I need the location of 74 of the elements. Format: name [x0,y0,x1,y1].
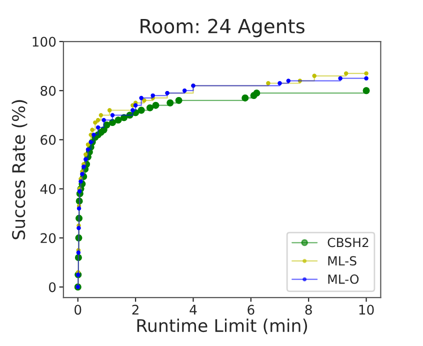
point [175,96,182,104]
point [338,76,342,80]
x-tick-label: 6 [248,304,254,315]
point [76,226,81,230]
point [152,102,160,109]
point [78,179,83,184]
point [76,250,81,255]
point [98,113,104,118]
y-tick-label: 60 [40,134,56,145]
x-axis-title: Runtime Limit (min) [137,318,308,334]
point [362,87,370,94]
point [92,132,96,137]
point [133,103,138,108]
point [150,93,155,98]
point [88,140,93,144]
point [364,71,368,76]
y-axis-title: Succes Rate (%) [12,100,28,240]
point [84,152,88,157]
point [96,125,100,130]
point [126,112,134,119]
point [80,172,84,176]
legend-label: ML-S [328,256,356,266]
x-tick-label: 0 [74,304,82,315]
point [82,164,86,169]
point [138,106,145,114]
point [130,108,135,112]
point [86,142,90,147]
point [102,118,106,122]
point [242,94,249,102]
x-tick-label: 4 [190,304,197,315]
point [88,132,93,137]
point [84,157,88,162]
point [93,120,98,125]
y-tick-label: 0 [48,282,56,292]
point [109,119,116,126]
y-tick-label: 100 [32,36,56,47]
point [364,76,368,80]
point [96,118,100,122]
point [110,113,115,118]
y-tick-label: 80 [40,86,56,96]
point [266,81,270,86]
x-tick-label: 10 [359,304,374,315]
y-tick-label: 20 [40,233,56,244]
point [78,189,82,194]
point [100,126,108,134]
point [182,88,187,93]
point [108,108,112,112]
point [103,122,110,128]
point [278,81,282,86]
y-tick-label: 40 [40,184,56,194]
point [76,198,83,205]
point [139,96,144,100]
point [286,78,290,83]
point [312,74,316,78]
point [298,78,302,83]
point [76,214,82,222]
point [74,254,82,262]
point [146,104,154,112]
point [76,206,82,211]
x-tick-label: 2 [132,304,138,315]
x-tick-label: 8 [305,304,312,315]
point [142,98,146,103]
point [120,114,128,122]
point [114,116,122,124]
point [86,147,90,152]
point [253,90,260,97]
point [90,128,94,132]
legend-label: CBSH2 [328,238,368,248]
legend-label: ML-O [328,274,359,284]
point [75,234,82,242]
chart-title: Room: 24 Agents [140,18,304,38]
point [344,71,348,76]
point [166,99,174,106]
point [132,109,140,116]
